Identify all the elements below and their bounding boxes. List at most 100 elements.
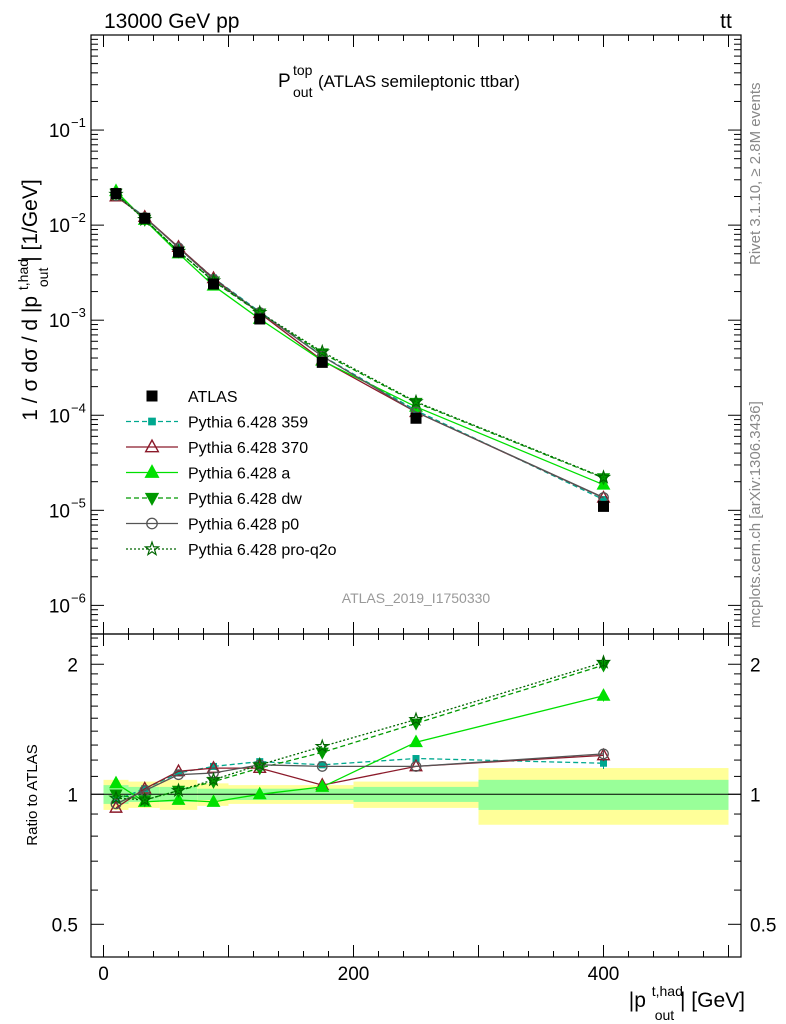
x-tick-label: 0 — [98, 964, 109, 985]
marker-triangle — [409, 734, 423, 748]
y-tick-label-exponent: −6 — [71, 590, 86, 605]
series-pdw — [109, 188, 611, 486]
analysis-watermark: ATLAS_2019_I1750330 — [342, 590, 491, 606]
ratio-series-pa — [109, 688, 611, 807]
ratio-series-pq2o — [108, 654, 612, 807]
ratio-series-line — [115, 695, 604, 803]
ratio-y-tick-label: 0.5 — [750, 915, 776, 936]
marker-data — [173, 246, 184, 258]
main-ylabel-pre: 1 / σ dσ / d |p — [19, 296, 42, 421]
y-tick-label-exponent: −1 — [71, 115, 86, 130]
legend-item: ATLAS — [146, 389, 238, 406]
marker-circle-open — [110, 798, 122, 810]
legend-item: Pythia 6.428 pro-q2o — [126, 540, 337, 559]
marker-triangle — [171, 792, 186, 805]
series-line — [115, 193, 604, 479]
marker-triangle — [596, 688, 611, 701]
main-ylabel: 1 / σ dσ / d |p t,had out | [1/GeV] — [15, 179, 51, 421]
y-tick-label-exponent: −5 — [71, 495, 86, 510]
series-atlas-data — [110, 188, 609, 512]
plot-title-sup: top — [293, 62, 313, 78]
marker-data — [254, 313, 266, 325]
ratio-series-pp0 — [110, 748, 609, 810]
marker-triangle-open — [144, 438, 160, 453]
marker-square — [600, 496, 607, 504]
y-tick-label-exponent: −2 — [71, 210, 86, 225]
marker-circle-open — [598, 748, 609, 760]
ratio-y-tick-label: 2 — [750, 655, 761, 676]
legend-label: Pythia 6.428 370 — [188, 440, 308, 457]
y-tick-label: 10 — [49, 501, 70, 522]
y-tick-label: 10 — [49, 596, 70, 617]
marker-data — [410, 412, 422, 424]
marker-data — [316, 356, 328, 368]
legend-item: Pythia 6.428 dw — [126, 491, 302, 508]
y-tick-label: 10 — [49, 406, 70, 427]
legend-label: Pythia 6.428 359 — [188, 415, 308, 432]
rivet-label: Rivet 3.1.10, ≥ 2.8M events — [747, 83, 764, 266]
marker-star — [408, 393, 424, 409]
marker-star — [108, 789, 124, 805]
legend-item: Pythia 6.428 370 — [126, 438, 308, 457]
marker-triangle-open — [109, 800, 123, 813]
marker-triangle-down — [144, 492, 160, 506]
y-tick-label: 10 — [49, 216, 70, 237]
legend-item: Pythia 6.428 359 — [126, 415, 308, 432]
marker-square — [175, 769, 182, 777]
ratio-frame — [90, 633, 742, 958]
marker-circle-open — [410, 761, 422, 772]
ratio-series-line — [115, 753, 604, 805]
series-p359 — [112, 191, 607, 504]
x-axis-label-sub: out — [655, 1007, 675, 1023]
series-line — [115, 193, 604, 479]
ratio-y-tick-label: 0.5 — [52, 915, 78, 936]
marker-star — [314, 738, 330, 754]
series-line — [115, 190, 604, 486]
plot-title: P — [278, 71, 291, 92]
main-ylabel-sup: t,had — [15, 259, 31, 290]
x-axis-label-sup: t,had — [652, 983, 683, 999]
legend-label: Pythia 6.428 dw — [188, 491, 302, 508]
process-label: tt — [720, 10, 732, 33]
marker-data — [146, 390, 158, 402]
process-label-bar: ¯ — [724, 0, 737, 17]
marker-circle-open — [208, 767, 219, 779]
ratio-y-tick-label: 2 — [67, 655, 78, 676]
x-axis-label-pre: |p — [629, 989, 646, 1012]
marker-star — [137, 791, 153, 807]
x-axis-label: |p t,had out | [GeV] — [629, 978, 745, 1024]
ratio-panel — [90, 633, 742, 958]
marker-data — [208, 278, 219, 290]
marker-triangle — [206, 794, 221, 807]
marker-triangle — [109, 775, 123, 789]
plot-title-rest: (ATLAS semileptonic ttbar) — [318, 72, 520, 91]
marker-data — [598, 500, 609, 512]
marker-star — [314, 343, 330, 359]
x-tick-label: 400 — [588, 964, 620, 985]
marker-triangle — [144, 464, 160, 478]
ratio-ylabel: Ratio to ATLAS — [24, 744, 41, 845]
main-ylabel-sub: out — [35, 268, 51, 288]
marker-star — [408, 711, 424, 727]
band-inner — [478, 779, 729, 810]
marker-star — [252, 756, 268, 772]
ratio-series-line — [115, 754, 604, 809]
marker-triangle — [315, 779, 330, 792]
marker-circle-open — [316, 761, 328, 772]
process-label-text: tt — [720, 10, 732, 33]
legend-label: Pythia 6.428 a — [188, 466, 290, 483]
marker-star — [143, 540, 161, 557]
mcplots-label: mcplots.cern.ch [arXiv:1306.3436] — [747, 401, 764, 628]
marker-star — [205, 771, 222, 787]
marker-square — [318, 761, 326, 769]
y-tick-label: 10 — [49, 121, 70, 142]
ratio-series-line — [115, 661, 604, 801]
legend-label: Pythia 6.428 pro-q2o — [188, 542, 337, 559]
y-tick-label-exponent: −4 — [71, 400, 86, 415]
ratio-y-tick-label: 1 — [750, 785, 761, 806]
marker-data — [139, 212, 151, 224]
series-pa — [109, 183, 611, 490]
marker-star — [595, 469, 612, 484]
